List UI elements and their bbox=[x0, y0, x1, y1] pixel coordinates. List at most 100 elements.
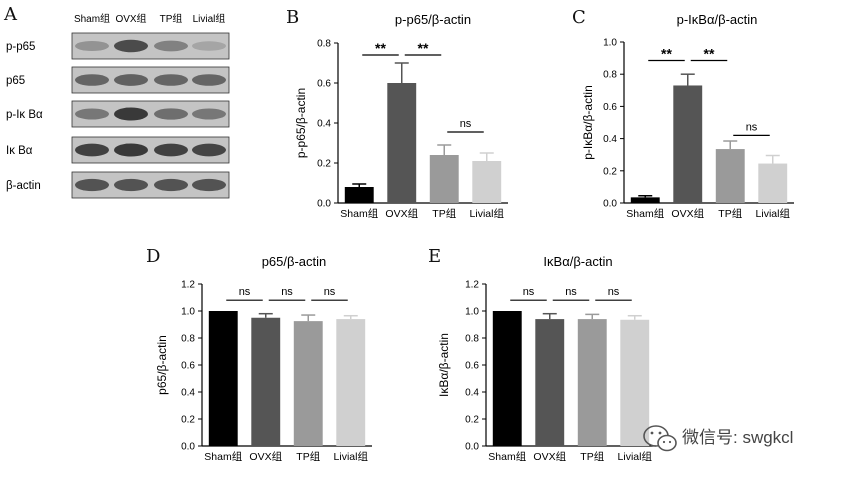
panel-letter-e: E bbox=[428, 246, 441, 267]
chart-d: p65/β-actin p65/β-actin 0.0 0.2 0.4 0.6 0.8 1.0… bbox=[155, 254, 372, 463]
panel-letter-c: C bbox=[572, 7, 586, 28]
y-axis-label: p-IκBα/β-actin bbox=[581, 85, 595, 160]
y-tick-label: 0.0 bbox=[317, 199, 331, 210]
y-tick-label: 1.0 bbox=[603, 38, 617, 49]
category-label: OVX组 bbox=[671, 207, 704, 220]
y-tick-label: 0.8 bbox=[465, 334, 479, 345]
blot-band bbox=[192, 143, 226, 157]
blot-rows: p-p65 p65 p-Iκ Bα Iκ Bα β-actin bbox=[6, 32, 230, 199]
bar bbox=[620, 319, 650, 446]
blot-band bbox=[114, 178, 148, 192]
panel-letter-b: B bbox=[286, 7, 299, 28]
category-label: TP组 bbox=[580, 450, 604, 463]
y-tick-label: 0.4 bbox=[181, 388, 195, 399]
blot-band bbox=[114, 74, 148, 86]
category-label: Sham组 bbox=[488, 450, 526, 463]
significance-label: ns bbox=[324, 286, 336, 298]
blot-label: β-actin bbox=[6, 180, 41, 192]
bar bbox=[758, 163, 788, 203]
watermark: 微信号: swgkcl bbox=[643, 425, 793, 452]
category-label: TP组 bbox=[718, 207, 742, 220]
category-label: Livial组 bbox=[618, 450, 653, 463]
bar bbox=[492, 311, 522, 446]
blot-band bbox=[75, 178, 109, 192]
y-tick-label: 0.6 bbox=[465, 361, 479, 372]
significance-label: ns bbox=[608, 286, 620, 298]
y-axis-label: IκBα/β-actin bbox=[437, 333, 451, 397]
y-tick-label: 0.4 bbox=[603, 134, 617, 145]
lane-label: TP组 bbox=[160, 12, 183, 25]
category-label: TP组 bbox=[296, 450, 320, 463]
chart-title: p-IκBα/β-actin bbox=[677, 12, 758, 27]
significance-label: ns bbox=[523, 286, 535, 298]
blot-band bbox=[75, 40, 109, 52]
chart-title: IκBα/β-actin bbox=[543, 254, 612, 269]
lane-label: Livial组 bbox=[193, 12, 226, 25]
significance-label: ** bbox=[418, 40, 429, 56]
chart-e: IκBα/β-actin IκBα/β-actin 0.0 0.2 0.4 0.6 0.8 1… bbox=[437, 254, 656, 463]
lane-label: Sham组 bbox=[74, 12, 110, 25]
bar bbox=[630, 197, 660, 203]
chart-title: p-p65/β-actin bbox=[395, 12, 471, 27]
blot-band bbox=[154, 143, 188, 157]
bar bbox=[336, 319, 366, 446]
category-label: TP组 bbox=[432, 207, 456, 220]
significance-label: ns bbox=[281, 286, 293, 298]
y-tick-label: 0.2 bbox=[181, 415, 195, 426]
category-label: Sham组 bbox=[626, 207, 664, 220]
y-axis-label: p-p65/β-actin bbox=[294, 88, 308, 158]
significance-label: ns bbox=[460, 118, 472, 130]
y-tick-label: 1.2 bbox=[465, 280, 479, 291]
blot-band bbox=[192, 74, 226, 86]
bar bbox=[715, 149, 745, 203]
bar bbox=[208, 311, 238, 446]
bar bbox=[535, 319, 565, 446]
significance-label: ns bbox=[565, 286, 577, 298]
blot-label: p-Iκ Bα bbox=[6, 109, 43, 121]
y-tick-label: 0.0 bbox=[181, 442, 195, 453]
y-tick-label: 0.8 bbox=[603, 70, 617, 81]
y-tick-label: 0.2 bbox=[317, 159, 331, 170]
bar bbox=[577, 319, 607, 446]
y-tick-label: 0.8 bbox=[317, 39, 331, 50]
y-tick-label: 1.0 bbox=[181, 307, 195, 318]
y-tick-label: 0.4 bbox=[317, 119, 331, 130]
chart-title: p65/β-actin bbox=[262, 254, 327, 269]
y-axis-label: p65/β-actin bbox=[155, 335, 169, 395]
blot-band bbox=[154, 108, 188, 120]
bar bbox=[429, 155, 459, 203]
significance-label: ** bbox=[661, 46, 672, 62]
y-tick-label: 0.2 bbox=[603, 166, 617, 177]
lane-label: OVX组 bbox=[115, 12, 146, 25]
y-tick-label: 0.0 bbox=[465, 442, 479, 453]
blot-band bbox=[114, 39, 148, 53]
significance-label: ns bbox=[239, 286, 251, 298]
blot-band bbox=[114, 143, 148, 157]
blot-band bbox=[75, 143, 109, 157]
blot-band bbox=[75, 74, 109, 86]
lane-labels: Sham组 OVX组 TP组 Livial组 bbox=[74, 12, 225, 25]
chart-b: p-p65/β-actin p-p65/β-actin 0.0 0.2 0.4 0.6 0.… bbox=[294, 12, 508, 220]
y-tick-label: 1.2 bbox=[181, 280, 195, 291]
blot-band bbox=[154, 178, 188, 192]
blot-band bbox=[154, 40, 188, 52]
panel-letter-a: A bbox=[3, 4, 18, 25]
blot-band bbox=[154, 74, 188, 86]
wechat-icon bbox=[643, 425, 677, 452]
blot-band bbox=[192, 178, 226, 192]
watermark-text: 微信号: swgkcl bbox=[682, 428, 793, 447]
y-tick-label: 0.6 bbox=[603, 102, 617, 113]
blot-label: Iκ Bα bbox=[6, 145, 33, 157]
bar bbox=[251, 317, 281, 446]
y-tick-label: 0.2 bbox=[465, 415, 479, 426]
y-tick-label: 0.0 bbox=[603, 199, 617, 210]
blot-band bbox=[114, 107, 148, 121]
category-label: Sham组 bbox=[340, 207, 378, 220]
category-label: OVX组 bbox=[385, 207, 418, 220]
y-tick-label: 1.0 bbox=[465, 307, 479, 318]
y-tick-label: 0.6 bbox=[181, 361, 195, 372]
category-label: Sham组 bbox=[204, 450, 242, 463]
category-label: OVX组 bbox=[533, 450, 566, 463]
significance-label: ns bbox=[746, 121, 758, 133]
